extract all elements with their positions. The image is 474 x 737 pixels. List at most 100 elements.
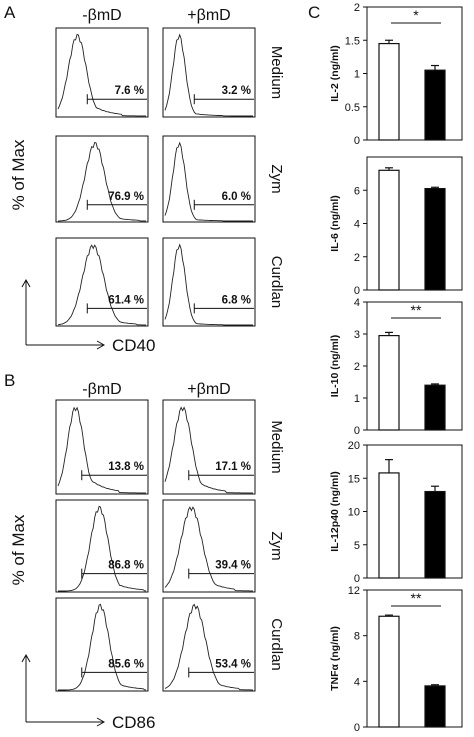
gate-percent-label: 7.6 %: [115, 85, 144, 97]
histogram-curve: [58, 603, 146, 691]
y-axis-label: IL-6 (ng/ml): [329, 195, 341, 252]
histogram-curve: [58, 505, 146, 592]
x-arrow-head: [96, 340, 106, 350]
histogram-frame: [55, 499, 149, 593]
bar: [424, 384, 446, 431]
significance-label: **: [411, 302, 422, 318]
y-axis-label: IL-12p40 (ng/ml): [329, 471, 341, 552]
row-label: Zym: [268, 531, 285, 560]
gate-percent-label: 61.4 %: [108, 294, 144, 306]
bar: [378, 615, 400, 728]
histogram-frame: [162, 499, 256, 593]
y-tick-label: 4: [354, 219, 360, 231]
bar: [424, 69, 446, 141]
significance-label: **: [411, 590, 422, 606]
panel-letter: C: [308, 3, 320, 22]
bar-chart: 0 4 8 12 TNFα (ng/ml) **: [329, 585, 463, 734]
y-tick-label: 20: [348, 440, 360, 452]
row-label: Curdlan: [268, 618, 285, 671]
x-axis-label: CD40: [112, 336, 155, 355]
y-tick-label: 0: [354, 573, 360, 585]
y-tick-label: 2: [354, 2, 360, 14]
column-header: +βmD: [187, 7, 230, 24]
histogram-curve: [164, 506, 253, 592]
y-tick-label: 12: [348, 585, 360, 597]
row-label: Medium: [268, 420, 285, 473]
column-header: -βmD: [82, 7, 121, 24]
histogram-curve: [57, 244, 146, 326]
bar: [378, 169, 400, 291]
histogram-curve: [57, 33, 146, 117]
column-header: -βmD: [82, 381, 121, 398]
y-axis-label: TNFα (ng/ml): [329, 626, 341, 691]
row-label: Medium: [268, 46, 285, 99]
y-tick-label: 0.5: [345, 102, 360, 114]
bar: [424, 187, 446, 291]
histogram-curve: [164, 243, 253, 326]
gate-percent-label: 53.4 %: [215, 658, 251, 670]
bar: [378, 335, 400, 431]
bar-chart: 0 2 4 6 IL-6 (ng/ml): [329, 156, 463, 297]
x-axis-label: CD86: [112, 713, 155, 732]
y-tick-label: 0: [354, 285, 360, 297]
significance-label: *: [413, 7, 419, 23]
row-label: Zym: [268, 164, 285, 193]
histogram-frame: [55, 135, 149, 223]
y-axis-label: % of Max: [9, 139, 28, 210]
histogram-frame: [162, 135, 256, 223]
histogram-frame: [162, 399, 256, 495]
bar-chart: 0 5 10 15 20 IL-12p40 (ng/ml): [329, 440, 463, 585]
y-tick-label: 1: [354, 393, 360, 405]
y-arrow-head: [21, 278, 31, 288]
y-tick-label: 6: [354, 185, 360, 197]
panel-letter: A: [4, 3, 16, 22]
histogram-curve: [164, 406, 253, 494]
histogram-curve: [164, 33, 253, 117]
y-tick-label: 0: [354, 135, 360, 147]
histogram-frame: [55, 27, 149, 118]
histogram-frame: [55, 597, 149, 692]
bar: [378, 42, 400, 141]
gate-percent-label: 6.8 %: [222, 294, 251, 306]
bar: [424, 490, 446, 579]
bar-chart: 0 0.5 1 1.5 2 IL-2 (ng/ml) *: [329, 2, 463, 147]
y-tick-label: 1: [354, 69, 360, 81]
histogram-curve: [164, 603, 253, 691]
gate-percent-label: 39.4 %: [215, 560, 251, 572]
y-tick-label: 8: [354, 631, 360, 643]
gate-percent-label: 13.8 %: [108, 461, 144, 473]
histogram-frame: [162, 597, 256, 692]
y-tick-label: 10: [348, 507, 360, 519]
gate-percent-label: 3.2 %: [222, 85, 251, 97]
y-tick-label: 4: [354, 676, 360, 688]
panel-letter: B: [4, 371, 15, 390]
column-header: +βmD: [187, 381, 230, 398]
histogram-curve: [58, 141, 146, 222]
y-axis-label: IL-10 (ng/ml): [329, 335, 341, 397]
gate-percent-label: 17.1 %: [215, 461, 251, 473]
y-tick-label: 15: [348, 473, 360, 485]
gate-percent-label: 6.0 %: [222, 191, 251, 203]
histogram-frame: [162, 27, 256, 118]
y-arrow-head: [21, 653, 31, 663]
y-tick-label: 2: [354, 252, 360, 264]
y-tick-label: 0: [354, 722, 360, 734]
bar: [378, 472, 400, 579]
gate-percent-label: 85.6 %: [108, 658, 144, 670]
y-axis-label: IL-2 (ng/ml): [329, 45, 341, 102]
bar-chart: 0 1 2 3 4 IL-10 (ng/ml) **: [329, 297, 463, 437]
histogram-curve: [57, 406, 146, 494]
x-arrow-head: [96, 717, 106, 727]
y-tick-label: 4: [354, 297, 360, 309]
y-tick-label: 0: [354, 425, 360, 437]
y-tick-label: 5: [354, 540, 360, 552]
y-tick-label: 1.5: [345, 35, 360, 47]
histogram-frame: [55, 237, 149, 327]
bar: [424, 685, 446, 728]
y-tick-label: 3: [354, 329, 360, 341]
gate-percent-label: 86.8 %: [108, 560, 144, 572]
histogram-curve: [164, 141, 253, 222]
row-label: Curdlan: [268, 256, 285, 309]
